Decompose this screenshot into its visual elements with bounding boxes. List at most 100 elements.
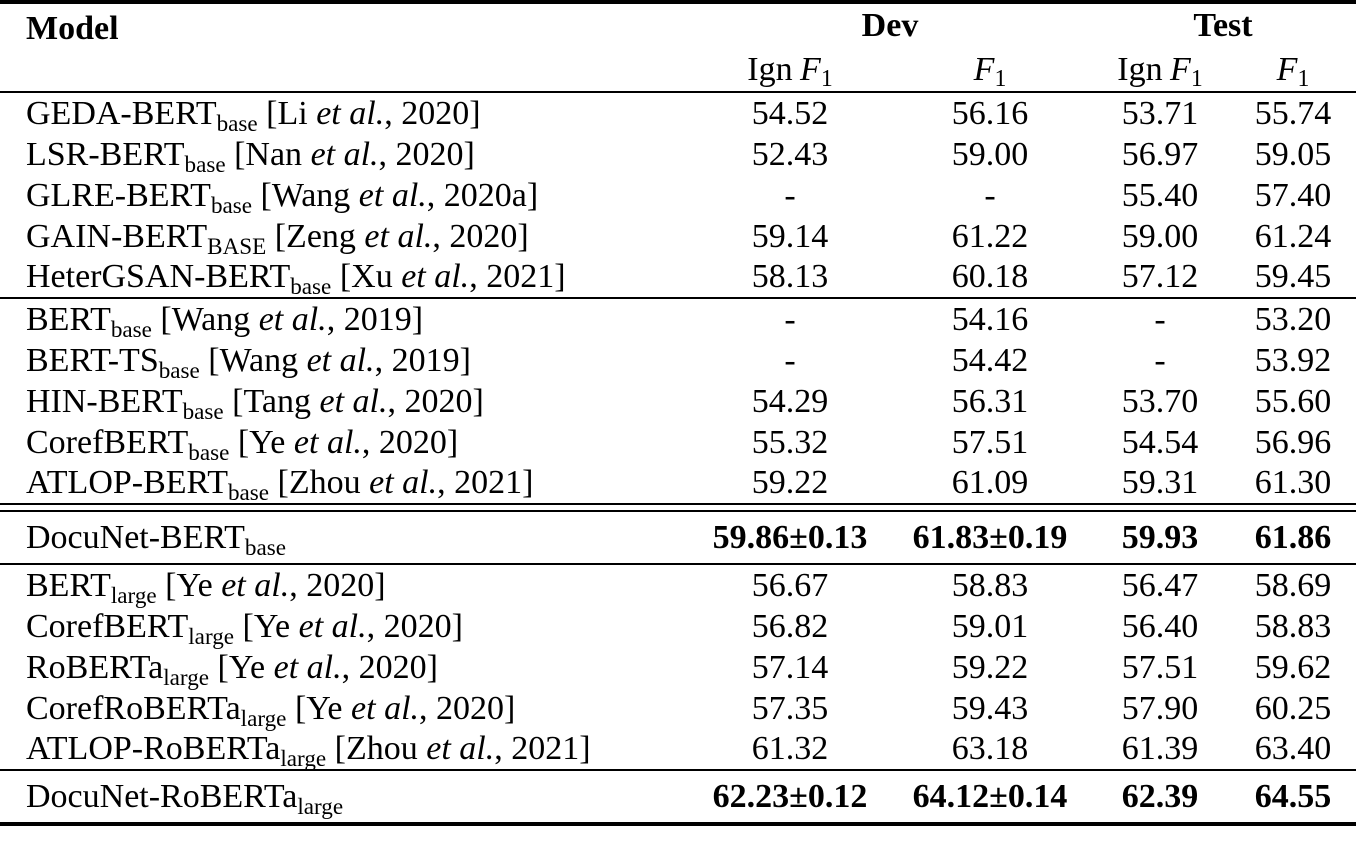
dev-f1-cell: 56.16	[951, 94, 1029, 132]
dev-ign-f1-cell: 54.52	[751, 94, 829, 132]
test-column-group-header: Test	[1193, 7, 1253, 45]
table-row-docunet-large: DocuNet-RoBERTalarge 62.23±0.12 64.12±0.…	[0, 771, 1356, 824]
f1-subscript: 1	[820, 65, 833, 92]
model-cell: BERT-TSbase [Wang et al., 2019]	[0, 340, 690, 384]
dev-ign-f1-cell: 59.86±0.13	[712, 518, 868, 556]
model-size-subscript: base	[184, 151, 226, 178]
test-ign-f1-cell: 59.31	[1121, 464, 1199, 502]
test-f1-cell: 61.86	[1254, 518, 1332, 556]
citation-pre: [Nan	[225, 135, 311, 173]
model-size-subscript: large	[110, 582, 157, 609]
test-ign-f1-cell: 59.93	[1121, 518, 1199, 556]
dev-ign-f1-cell: 52.43	[751, 135, 829, 173]
dev-f1-header: F1	[890, 48, 1090, 92]
citation-etal: et al.	[426, 730, 495, 768]
test-f1-cell: 55.74	[1254, 94, 1332, 132]
model-size-subscript: large	[297, 793, 344, 820]
table-row: CorefBERTlarge [Ye et al., 2020] 56.82 5…	[0, 606, 1356, 650]
citation-post: , 2020]	[419, 689, 516, 727]
model-name: RoBERTa	[26, 648, 164, 686]
table-row: RoBERTalarge [Ye et al., 2020] 57.14 59.…	[0, 647, 1356, 689]
citation-pre: [Wang	[199, 341, 307, 379]
citation-post: , 2019]	[326, 300, 424, 338]
test-ign-f1-cell: 57.90	[1121, 689, 1199, 727]
model-cell: HIN-BERTbase [Tang et al., 2020]	[0, 381, 690, 423]
model-name: CorefRoBERTa	[26, 689, 241, 727]
citation-etal: et al.	[369, 464, 438, 502]
test-f1-cell: 58.69	[1254, 566, 1332, 604]
citation-etal: et al.	[298, 607, 367, 645]
model-cell: CorefRoBERTalarge [Ye et al., 2020]	[0, 688, 690, 732]
model-cell: CorefBERTlarge [Ye et al., 2020]	[0, 606, 690, 650]
citation-etal: et al.	[221, 566, 290, 604]
test-ign-f1-cell: 53.71	[1121, 94, 1199, 132]
table-row: ATLOP-RoBERTalarge [Zhou et al., 2021] 6…	[0, 729, 1356, 770]
model-name: LSR-BERT	[26, 135, 185, 173]
citation-post: , 2020]	[387, 382, 484, 420]
citation-etal: et al.	[319, 382, 388, 420]
model-cell: ATLOP-BERTbase [Zhou et al., 2021]	[0, 463, 690, 504]
model-name: DocuNet-RoBERTa	[26, 777, 298, 815]
dev-ign-f1-header: Ign F1	[690, 48, 890, 92]
model-cell: BERTlarge [Ye et al., 2020]	[0, 565, 690, 609]
model-size-subscript: base	[158, 357, 200, 384]
dev-f1-cell: 59.43	[951, 689, 1029, 727]
citation-pre: [Wang	[151, 300, 259, 338]
dev-f1-cell: -	[984, 176, 996, 214]
citation-pre: [Zhou	[269, 464, 370, 502]
test-f1-header: F1	[1230, 48, 1356, 92]
dev-f1-cell: 59.22	[951, 648, 1029, 686]
test-ign-f1-cell: -	[1154, 341, 1166, 379]
test-ign-f1-cell: 54.54	[1121, 423, 1199, 461]
citation-post: , 2020]	[378, 135, 475, 173]
model-size-subscript: large	[280, 746, 327, 773]
citation-post: , 2021]	[494, 730, 591, 768]
dev-ign-f1-cell: -	[784, 176, 796, 214]
horizontal-double-rule	[0, 503, 1356, 512]
model-size-subscript: BASE	[207, 233, 267, 260]
model-cell: GAIN-BERTBASE [Zeng et al., 2020]	[0, 216, 690, 260]
test-ign-f1-cell: 56.97	[1121, 135, 1199, 173]
test-ign-f1-cell: -	[1154, 300, 1166, 338]
citation-etal: et al.	[316, 94, 385, 132]
test-ign-f1-cell: 55.40	[1121, 176, 1199, 214]
model-size-subscript: base	[188, 439, 230, 466]
citation-etal: et al.	[293, 423, 362, 461]
table-row: HIN-BERTbase [Tang et al., 2020] 54.29 5…	[0, 381, 1356, 423]
dev-f1-cell: 64.12±0.14	[912, 777, 1068, 815]
dev-ign-f1-cell: -	[784, 341, 796, 379]
model-name: GLRE-BERT	[26, 176, 211, 214]
model-name: CorefBERT	[26, 607, 189, 645]
citation-etal: et al.	[310, 135, 379, 173]
table-row: GLRE-BERTbase [Wang et al., 2020a] - - 5…	[0, 175, 1356, 217]
dev-ign-f1-cell: 57.14	[751, 648, 829, 686]
citation-etal: et al.	[364, 217, 433, 255]
dev-ign-f1-cell: 59.14	[751, 217, 829, 255]
model-name: DocuNet-BERT	[26, 518, 245, 556]
test-f1-cell: 61.24	[1254, 217, 1332, 255]
test-f1-cell: 59.62	[1254, 648, 1332, 686]
dev-f1-cell: 61.83±0.19	[912, 518, 1068, 556]
model-name: GEDA-BERT	[26, 94, 217, 132]
dev-f1-cell: 54.42	[951, 341, 1029, 379]
header-row-metrics: Ign F1 F1 Ign F1 F1	[0, 48, 1356, 92]
dev-ign-f1-cell: 56.67	[751, 566, 829, 604]
model-size-subscript: large	[240, 705, 287, 732]
ign-label: Ign	[747, 50, 793, 88]
model-size-subscript: large	[188, 623, 235, 650]
table-row: HeterGSAN-BERTbase [Xu et al., 2021] 58.…	[0, 257, 1356, 298]
test-ign-f1-cell: 62.39	[1121, 777, 1199, 815]
dev-ign-f1-cell: 56.82	[751, 607, 829, 645]
citation-etal: et al.	[401, 258, 470, 296]
citation-etal: et al.	[258, 300, 327, 338]
table-row: BERTlarge [Ye et al., 2020] 56.67 58.83 …	[0, 565, 1356, 609]
dev-ign-f1-cell: 59.22	[751, 464, 829, 502]
f1-symbol: F	[800, 50, 821, 88]
model-size-subscript: base	[110, 316, 152, 343]
citation-etal: et al.	[306, 341, 375, 379]
test-f1-cell: 60.25	[1254, 689, 1332, 727]
model-cell: GEDA-BERTbase [Li et al., 2020]	[0, 93, 690, 135]
dev-f1-cell: 54.16	[951, 300, 1029, 338]
double-rule	[0, 503, 1356, 512]
test-ign-f1-cell: 53.70	[1121, 382, 1199, 420]
